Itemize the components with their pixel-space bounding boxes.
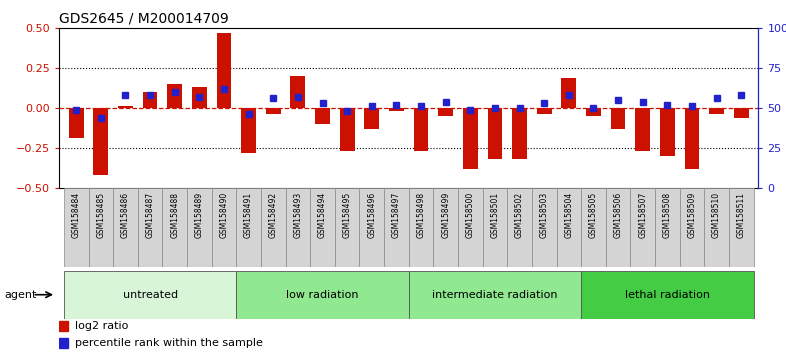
Bar [680, 188, 704, 267]
Bar [187, 188, 211, 267]
Bar [335, 188, 359, 267]
Text: GSM158497: GSM158497 [392, 192, 401, 238]
Bar [660, 108, 674, 156]
Bar [463, 108, 478, 169]
Bar [709, 108, 724, 114]
Bar [261, 188, 285, 267]
Text: GSM158485: GSM158485 [97, 192, 105, 238]
Bar [138, 188, 163, 267]
Text: GSM158493: GSM158493 [293, 192, 303, 238]
Bar [167, 84, 182, 108]
Bar [512, 108, 527, 159]
Bar [118, 107, 133, 108]
Bar [729, 188, 754, 267]
Text: GSM158506: GSM158506 [614, 192, 623, 238]
Bar [241, 108, 256, 153]
Text: low radiation: low radiation [286, 290, 358, 300]
Bar [64, 188, 89, 267]
Text: GSM158495: GSM158495 [343, 192, 351, 238]
Bar [413, 108, 428, 151]
Text: GSM158501: GSM158501 [490, 192, 499, 238]
Text: GSM158505: GSM158505 [589, 192, 598, 238]
Bar [458, 188, 483, 267]
Bar [439, 108, 453, 116]
Bar [389, 108, 404, 111]
Text: GSM158509: GSM158509 [688, 192, 696, 238]
Text: GSM158490: GSM158490 [219, 192, 229, 238]
Bar [285, 188, 310, 267]
Text: GSM158507: GSM158507 [638, 192, 647, 238]
Bar [310, 188, 335, 267]
Text: GSM158496: GSM158496 [367, 192, 376, 238]
Bar [487, 108, 502, 159]
Text: log2 ratio: log2 ratio [75, 321, 128, 331]
Bar [359, 188, 384, 267]
Text: GSM158508: GSM158508 [663, 192, 672, 238]
Bar [409, 271, 581, 319]
Text: untreated: untreated [123, 290, 178, 300]
Bar [433, 188, 458, 267]
Bar [315, 108, 330, 124]
Bar [59, 338, 68, 348]
Bar [655, 188, 680, 267]
Bar [581, 188, 606, 267]
Bar [69, 108, 83, 138]
Bar [606, 188, 630, 267]
Bar [630, 188, 655, 267]
Bar [59, 321, 68, 331]
Bar [94, 108, 108, 175]
Bar [635, 108, 650, 151]
Bar [409, 188, 433, 267]
Bar [266, 108, 281, 114]
Text: GSM158488: GSM158488 [171, 192, 179, 238]
Bar [685, 108, 700, 169]
Bar [211, 188, 237, 267]
Bar [611, 108, 626, 129]
Bar [704, 188, 729, 267]
Bar [113, 188, 138, 267]
Bar [734, 108, 748, 118]
Text: GSM158484: GSM158484 [72, 192, 81, 238]
Bar [64, 271, 237, 319]
Text: GSM158498: GSM158498 [417, 192, 425, 238]
Bar [507, 188, 532, 267]
Bar [237, 188, 261, 267]
Text: GSM158503: GSM158503 [540, 192, 549, 238]
Bar [561, 78, 576, 108]
Text: GSM158500: GSM158500 [466, 192, 475, 238]
Text: GSM158510: GSM158510 [712, 192, 721, 238]
Text: intermediate radiation: intermediate radiation [432, 290, 558, 300]
Bar [483, 188, 507, 267]
Bar [163, 188, 187, 267]
Text: GSM158487: GSM158487 [145, 192, 155, 238]
Bar [237, 271, 409, 319]
Text: GSM158489: GSM158489 [195, 192, 204, 238]
Text: GSM158486: GSM158486 [121, 192, 130, 238]
Bar [581, 271, 754, 319]
Text: GSM158494: GSM158494 [318, 192, 327, 238]
Bar [291, 76, 305, 108]
Text: GSM158504: GSM158504 [564, 192, 573, 238]
Text: lethal radiation: lethal radiation [625, 290, 710, 300]
Text: percentile rank within the sample: percentile rank within the sample [75, 338, 263, 348]
Bar [217, 33, 231, 108]
Bar [537, 108, 552, 114]
Bar [532, 188, 556, 267]
Text: GDS2645 / M200014709: GDS2645 / M200014709 [59, 12, 229, 26]
Text: GSM158499: GSM158499 [441, 192, 450, 238]
Text: GSM158502: GSM158502 [515, 192, 524, 238]
Bar [89, 188, 113, 267]
Bar [384, 188, 409, 267]
Text: GSM158491: GSM158491 [244, 192, 253, 238]
Bar [365, 108, 379, 129]
Text: agent: agent [4, 290, 36, 300]
Bar [192, 87, 207, 108]
Bar [143, 92, 157, 108]
Text: GSM158492: GSM158492 [269, 192, 277, 238]
Text: GSM158511: GSM158511 [736, 192, 746, 238]
Bar [556, 188, 581, 267]
Bar [586, 108, 601, 116]
Bar [340, 108, 354, 151]
